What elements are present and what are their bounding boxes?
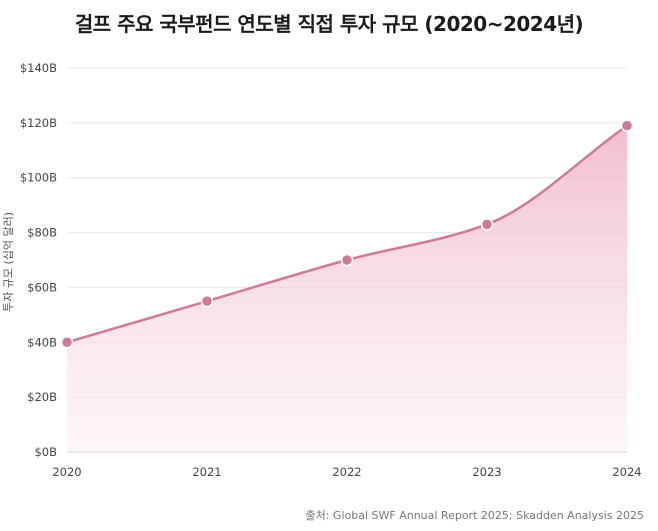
x-tick-label: 2024 bbox=[612, 465, 641, 479]
y-tick-label: $140B bbox=[20, 61, 57, 75]
y-tick-label: $100B bbox=[20, 171, 57, 185]
data-point bbox=[340, 253, 354, 267]
data-point bbox=[200, 294, 214, 308]
area-fill bbox=[67, 125, 627, 452]
data-point bbox=[480, 218, 494, 231]
y-tick-label: $40B bbox=[27, 335, 57, 349]
y-axis-label: 투자 규모 (십억 달러) bbox=[2, 212, 15, 312]
x-tick-label: 2022 bbox=[332, 465, 361, 479]
y-tick-label: $20B bbox=[27, 390, 57, 404]
y-tick-label: $0B bbox=[34, 445, 57, 459]
y-tick-label: $80B bbox=[27, 226, 57, 240]
x-axis-ticks: 2020 2021 2022 2023 2024 bbox=[52, 465, 641, 479]
data-point bbox=[60, 336, 74, 349]
chart-title: 걸프 주요 국부펀드 연도별 직접 투자 규모 (2020~2024년) bbox=[74, 12, 584, 36]
x-tick-label: 2023 bbox=[472, 465, 501, 479]
x-tick-label: 2020 bbox=[52, 465, 81, 479]
source-note: 출처: Global SWF Annual Report 2025; Skadd… bbox=[305, 509, 644, 522]
y-tick-label: $60B bbox=[27, 280, 57, 294]
y-tick-label: $120B bbox=[20, 116, 57, 130]
data-points bbox=[60, 119, 634, 349]
y-axis-ticks: $0B $20B $40B $60B $80B $100B $120B $140B bbox=[20, 61, 57, 459]
data-point bbox=[620, 119, 634, 132]
x-tick-label: 2021 bbox=[192, 465, 221, 479]
